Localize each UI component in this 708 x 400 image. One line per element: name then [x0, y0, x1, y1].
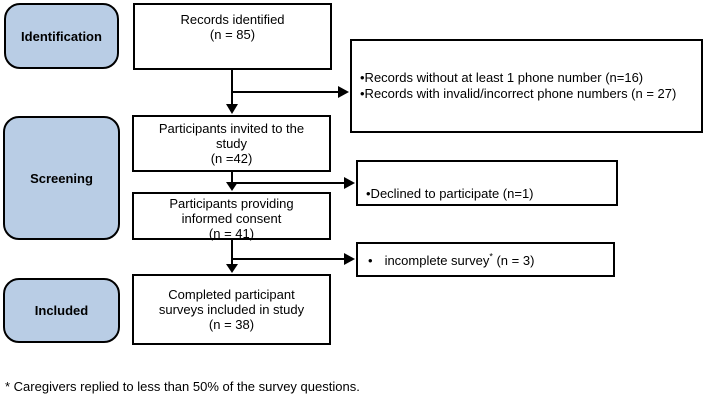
- exclusion-box-phone-records: •Records without at least 1 phone number…: [350, 39, 703, 133]
- exclusion-box-incomplete-survey: • incomplete survey* (n = 3): [356, 242, 615, 277]
- bullet-glyph: •: [368, 253, 373, 268]
- flow-box-count: (n = 41): [208, 226, 255, 241]
- flow-box-informed-consent: Participants providing informed consent …: [132, 192, 331, 241]
- stage-label: Identification: [21, 28, 102, 44]
- exclusion-item: •Records with invalid/incorrect phone nu…: [360, 86, 677, 101]
- flow-box-line: study: [215, 136, 248, 151]
- flow-box-participants-invited: Participants invited to the study (n =42…: [132, 115, 331, 172]
- footnote-marker: *: [489, 251, 493, 262]
- flow-box-count: (n = 85): [209, 27, 256, 42]
- exclusion-item: •Records without at least 1 phone number…: [360, 70, 644, 85]
- stage-label: Included: [34, 303, 89, 318]
- flow-box-count: (n = 38): [208, 317, 255, 332]
- exclusion-item: incomplete survey: [384, 253, 490, 268]
- stage-identification: Identification: [4, 3, 119, 69]
- flow-box-line: Participants invited to the: [158, 121, 305, 136]
- exclusion-item: •Declined to participate (n=1): [366, 186, 534, 201]
- flow-box-line: Records identified: [180, 12, 285, 27]
- exclusion-box-declined: •Declined to participate (n=1): [356, 160, 618, 206]
- footnote: * Caregivers replied to less than 50% of…: [5, 379, 360, 394]
- stage-included: Included: [3, 278, 120, 343]
- stage-label: Screening: [30, 170, 93, 186]
- flow-box-line: Completed participant: [168, 287, 295, 302]
- flow-box-line: Participants providing: [169, 196, 294, 211]
- flow-box-line: surveys included in study: [158, 302, 305, 317]
- arrowhead-down-1: [226, 104, 238, 114]
- arrowhead-right-1: [338, 86, 349, 98]
- arrowhead-right-2: [344, 177, 355, 189]
- exclusion-item-count: (n = 3): [492, 253, 535, 268]
- stage-screening: Screening: [3, 116, 120, 240]
- flow-box-records-identified: Records identified (n = 85): [133, 3, 332, 70]
- arrowhead-right-3: [344, 253, 355, 265]
- arrowhead-down-2: [226, 182, 238, 191]
- arrowhead-down-3: [226, 264, 238, 273]
- flow-box-count: (n =42): [210, 151, 253, 166]
- flow-box-line: informed consent: [181, 211, 282, 226]
- flow-box-completed-surveys: Completed participant surveys included i…: [132, 274, 331, 345]
